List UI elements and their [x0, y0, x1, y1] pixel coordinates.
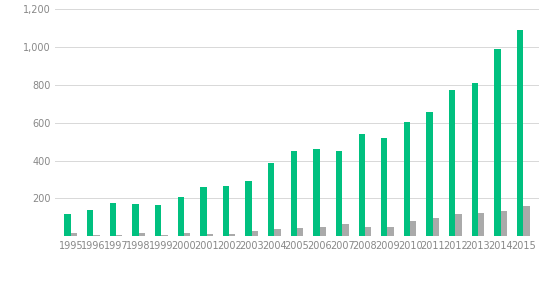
- Bar: [290, 151, 297, 236]
- Bar: [161, 235, 168, 236]
- Bar: [184, 233, 190, 236]
- Bar: [178, 197, 184, 236]
- Bar: [342, 224, 349, 236]
- Bar: [207, 235, 213, 236]
- Bar: [268, 163, 274, 236]
- Bar: [116, 235, 123, 236]
- Bar: [155, 205, 161, 236]
- Bar: [87, 210, 94, 236]
- Bar: [64, 214, 71, 236]
- Bar: [229, 235, 235, 236]
- Bar: [200, 188, 207, 236]
- Bar: [478, 213, 484, 236]
- Bar: [517, 30, 523, 236]
- Bar: [433, 218, 439, 236]
- Bar: [494, 49, 500, 236]
- Bar: [387, 227, 394, 236]
- Bar: [223, 185, 229, 236]
- Bar: [336, 151, 342, 236]
- Bar: [404, 122, 410, 236]
- Bar: [297, 228, 304, 236]
- Bar: [252, 231, 258, 236]
- Bar: [245, 181, 252, 236]
- Bar: [71, 234, 77, 236]
- Bar: [365, 228, 371, 236]
- Bar: [455, 214, 461, 236]
- Bar: [523, 206, 530, 236]
- Bar: [110, 203, 116, 236]
- Bar: [274, 229, 280, 236]
- Bar: [139, 234, 145, 236]
- Bar: [94, 235, 100, 236]
- Bar: [320, 227, 326, 236]
- Bar: [133, 204, 139, 236]
- Bar: [381, 138, 387, 236]
- Bar: [359, 134, 365, 236]
- Bar: [314, 149, 320, 236]
- Bar: [410, 221, 416, 236]
- Bar: [500, 211, 507, 236]
- Bar: [471, 83, 478, 236]
- Bar: [449, 90, 455, 236]
- Bar: [426, 112, 433, 236]
